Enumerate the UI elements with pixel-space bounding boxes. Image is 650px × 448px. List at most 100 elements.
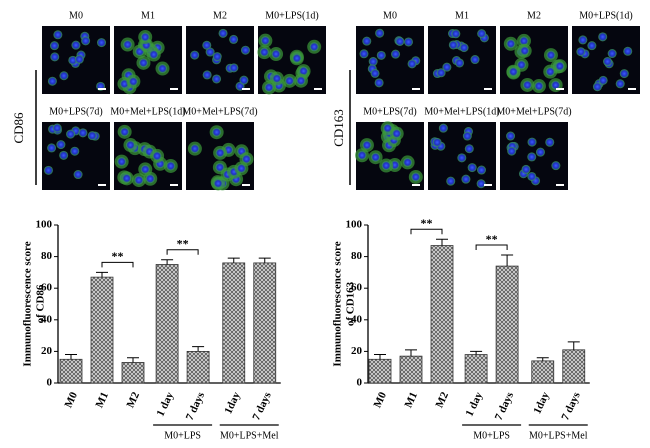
scale-bar bbox=[628, 88, 636, 90]
bar bbox=[222, 262, 246, 384]
cell-nucleus bbox=[215, 148, 225, 158]
cell-nucleus bbox=[240, 45, 250, 55]
significance-label: ** bbox=[177, 237, 189, 251]
y-tick-label: 60 bbox=[351, 282, 363, 294]
error-bar bbox=[127, 357, 139, 363]
cell-nucleus bbox=[70, 146, 80, 156]
cell-nucleus bbox=[477, 165, 487, 175]
cell-nucleus bbox=[477, 29, 487, 39]
cell-nucleus bbox=[464, 144, 474, 154]
x-tick-label: M2 bbox=[433, 390, 451, 410]
panel-label: M0+LPS(7d) bbox=[49, 106, 102, 117]
cell-nucleus bbox=[527, 137, 537, 147]
error-bar bbox=[536, 357, 549, 361]
bar bbox=[464, 354, 488, 384]
error-bar bbox=[192, 346, 205, 352]
bar bbox=[90, 276, 114, 384]
bar bbox=[253, 262, 277, 384]
cell-nucleus bbox=[229, 34, 239, 44]
cell-nucleus bbox=[241, 154, 251, 164]
group-label: M0+LPS bbox=[164, 430, 201, 441]
cell-nucleus bbox=[623, 46, 633, 56]
panel-label: M0 bbox=[69, 10, 83, 21]
bar bbox=[368, 358, 392, 384]
scale-bar bbox=[242, 88, 250, 90]
cell-nucleus bbox=[215, 162, 225, 172]
panel-label: M0 bbox=[383, 10, 397, 21]
cell-nucleus bbox=[52, 123, 62, 133]
cell-nucleus bbox=[578, 35, 588, 45]
panel-marker: CD86 bbox=[11, 112, 26, 144]
error-bar bbox=[374, 354, 386, 360]
cell-nucleus bbox=[166, 161, 176, 171]
panel-label: M0+Mel+LPS(1d) bbox=[110, 106, 185, 117]
cell-nucleus bbox=[546, 50, 556, 60]
cell-nucleus bbox=[43, 165, 53, 175]
cell-nucleus bbox=[47, 76, 57, 86]
error-bar bbox=[227, 257, 240, 263]
x-tick-label: 1 day bbox=[464, 390, 486, 419]
y-tick-label: 20 bbox=[351, 345, 363, 357]
cell-nucleus bbox=[309, 42, 319, 52]
cell-nucleus bbox=[551, 161, 561, 171]
cell-nucleus bbox=[467, 163, 477, 173]
cell-nucleus bbox=[362, 140, 372, 150]
x-tick-label: M0 bbox=[62, 390, 80, 410]
cell-nucleus bbox=[587, 41, 597, 51]
significance-bracket bbox=[166, 249, 199, 255]
cell-nucleus bbox=[271, 49, 281, 59]
cell-nucleus bbox=[202, 40, 212, 50]
cell-nucleus bbox=[507, 146, 517, 156]
cells bbox=[117, 30, 170, 95]
cell-nucleus bbox=[381, 161, 391, 171]
cell-nucleus bbox=[49, 41, 59, 51]
cell-nucleus bbox=[202, 70, 212, 80]
cell-nucleus bbox=[362, 36, 372, 46]
cell-nucleus bbox=[53, 30, 63, 40]
cell-nucleus bbox=[239, 75, 249, 85]
panel-label: M0+Mel+LPS(7d) bbox=[182, 106, 257, 117]
cell-nucleus bbox=[403, 157, 413, 167]
group-label: M0+LPS bbox=[473, 430, 510, 441]
x-tick-label: M0 bbox=[371, 390, 389, 410]
cell-nucleus bbox=[462, 131, 472, 141]
cells bbox=[257, 33, 322, 95]
error-bar bbox=[96, 271, 108, 278]
cell-nucleus bbox=[97, 38, 107, 48]
y-tick-label: 20 bbox=[41, 345, 53, 357]
panel-label: M0+Mel+LPS(7d) bbox=[496, 106, 571, 117]
cell-nucleus bbox=[122, 173, 132, 183]
scale-bar bbox=[556, 88, 564, 90]
cell-nucleus bbox=[125, 140, 135, 150]
cell-nucleus bbox=[134, 175, 144, 185]
cells bbox=[359, 28, 421, 88]
significance-bracket bbox=[410, 228, 443, 235]
error-bar bbox=[258, 257, 271, 263]
cell-nucleus bbox=[152, 151, 162, 161]
cell-nucleus bbox=[476, 179, 486, 189]
cell-nucleus bbox=[448, 40, 458, 50]
cell-nucleus bbox=[296, 76, 306, 86]
cell-nucleus bbox=[47, 143, 57, 153]
cell-nucleus bbox=[407, 59, 417, 69]
cell-nucleus bbox=[470, 55, 480, 65]
bar bbox=[562, 349, 586, 384]
scale-bar bbox=[98, 184, 106, 186]
cell-nucleus bbox=[368, 57, 378, 67]
cell-nucleus bbox=[87, 131, 97, 141]
scale-bar bbox=[98, 88, 106, 90]
y-tick-label: 0 bbox=[47, 377, 53, 389]
y-axis-label: Immunofluorescence score bbox=[22, 241, 34, 366]
cell-nucleus bbox=[190, 144, 200, 154]
panel-label: M0+LPS(7d) bbox=[363, 106, 416, 117]
cell-nucleus bbox=[555, 61, 565, 71]
cell-nucleus bbox=[120, 127, 130, 137]
cell-nucleus bbox=[260, 36, 270, 46]
scale-bar bbox=[170, 88, 178, 90]
x-tick-label: 1day bbox=[222, 390, 243, 416]
bar bbox=[121, 362, 145, 384]
cell-nucleus bbox=[516, 60, 526, 70]
cell-nucleus bbox=[229, 63, 239, 73]
cell-nucleus bbox=[59, 150, 69, 160]
